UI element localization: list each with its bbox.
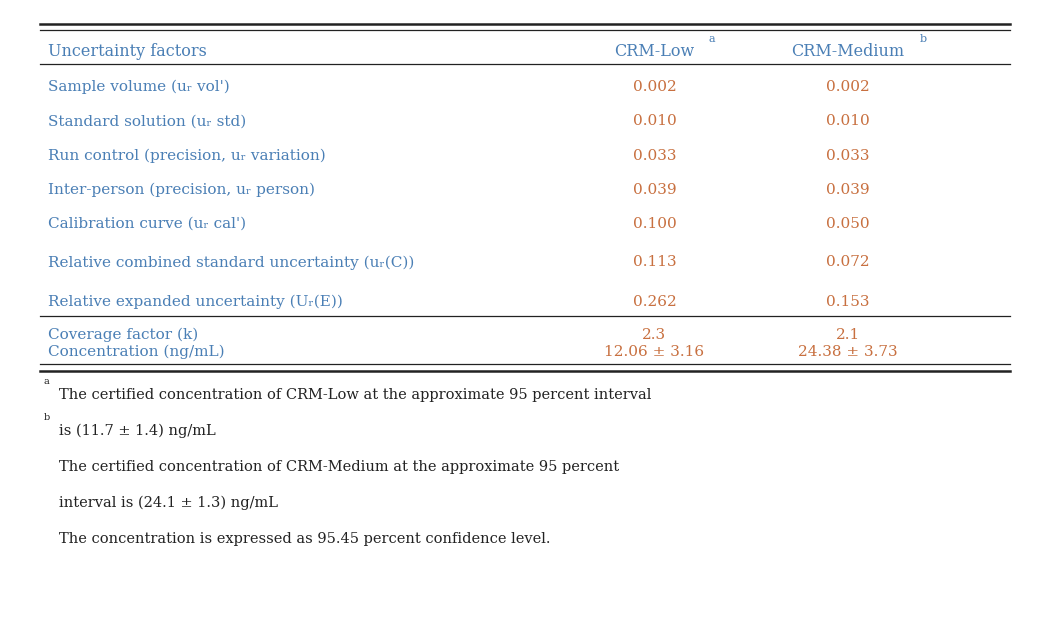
Text: 0.100: 0.100 — [632, 217, 676, 231]
Text: 2.3: 2.3 — [642, 328, 667, 341]
Text: 24.38 ± 3.73: 24.38 ± 3.73 — [798, 345, 898, 359]
Text: The certified concentration of CRM-Medium at the approximate 95 percent: The certified concentration of CRM-Mediu… — [59, 460, 619, 474]
Text: Uncertainty factors: Uncertainty factors — [48, 42, 207, 60]
Text: CRM-Medium: CRM-Medium — [792, 42, 905, 60]
Text: Calibration curve (uᵣ cal'): Calibration curve (uᵣ cal') — [48, 217, 246, 231]
Text: CRM-Low: CRM-Low — [615, 42, 694, 60]
Text: Run control (precision, uᵣ variation): Run control (precision, uᵣ variation) — [48, 148, 326, 163]
Text: 0.039: 0.039 — [826, 183, 870, 197]
Text: The certified concentration of CRM-Low at the approximate 95 percent interval: The certified concentration of CRM-Low a… — [59, 388, 651, 402]
Text: The concentration is expressed as 95.45 percent confidence level.: The concentration is expressed as 95.45 … — [59, 532, 550, 546]
Text: 12.06 ± 3.16: 12.06 ± 3.16 — [604, 345, 705, 359]
Text: 0.010: 0.010 — [632, 114, 676, 128]
Text: 0.113: 0.113 — [632, 256, 676, 269]
Text: 0.010: 0.010 — [826, 114, 870, 128]
Text: 0.153: 0.153 — [826, 295, 870, 309]
Text: Relative expanded uncertainty (Uᵣ(E)): Relative expanded uncertainty (Uᵣ(E)) — [48, 294, 343, 309]
Text: is (11.7 ± 1.4) ng/mL: is (11.7 ± 1.4) ng/mL — [59, 424, 216, 439]
Text: Relative combined standard uncertainty (uᵣ(C)): Relative combined standard uncertainty (… — [48, 255, 415, 270]
Text: 0.033: 0.033 — [826, 149, 870, 162]
Text: a: a — [709, 34, 715, 44]
Text: 0.039: 0.039 — [632, 183, 676, 197]
Text: Inter-person (precision, uᵣ person): Inter-person (precision, uᵣ person) — [48, 182, 315, 197]
Text: Standard solution (uᵣ std): Standard solution (uᵣ std) — [48, 114, 246, 128]
Text: Concentration (ng/mL): Concentration (ng/mL) — [48, 345, 225, 360]
Text: Sample volume (uᵣ vol'): Sample volume (uᵣ vol') — [48, 80, 230, 95]
Text: 0.002: 0.002 — [826, 80, 870, 94]
Text: 0.033: 0.033 — [632, 149, 676, 162]
Text: 0.050: 0.050 — [826, 217, 870, 231]
Text: 0.002: 0.002 — [632, 80, 676, 94]
Text: 0.072: 0.072 — [826, 256, 870, 269]
Text: a: a — [44, 377, 49, 386]
Text: interval is (24.1 ± 1.3) ng/mL: interval is (24.1 ± 1.3) ng/mL — [59, 496, 277, 511]
Text: 2.1: 2.1 — [836, 328, 861, 341]
Text: 0.262: 0.262 — [632, 295, 676, 309]
Text: b: b — [919, 34, 927, 44]
Text: b: b — [44, 413, 50, 422]
Text: Coverage factor (k): Coverage factor (k) — [48, 327, 199, 342]
